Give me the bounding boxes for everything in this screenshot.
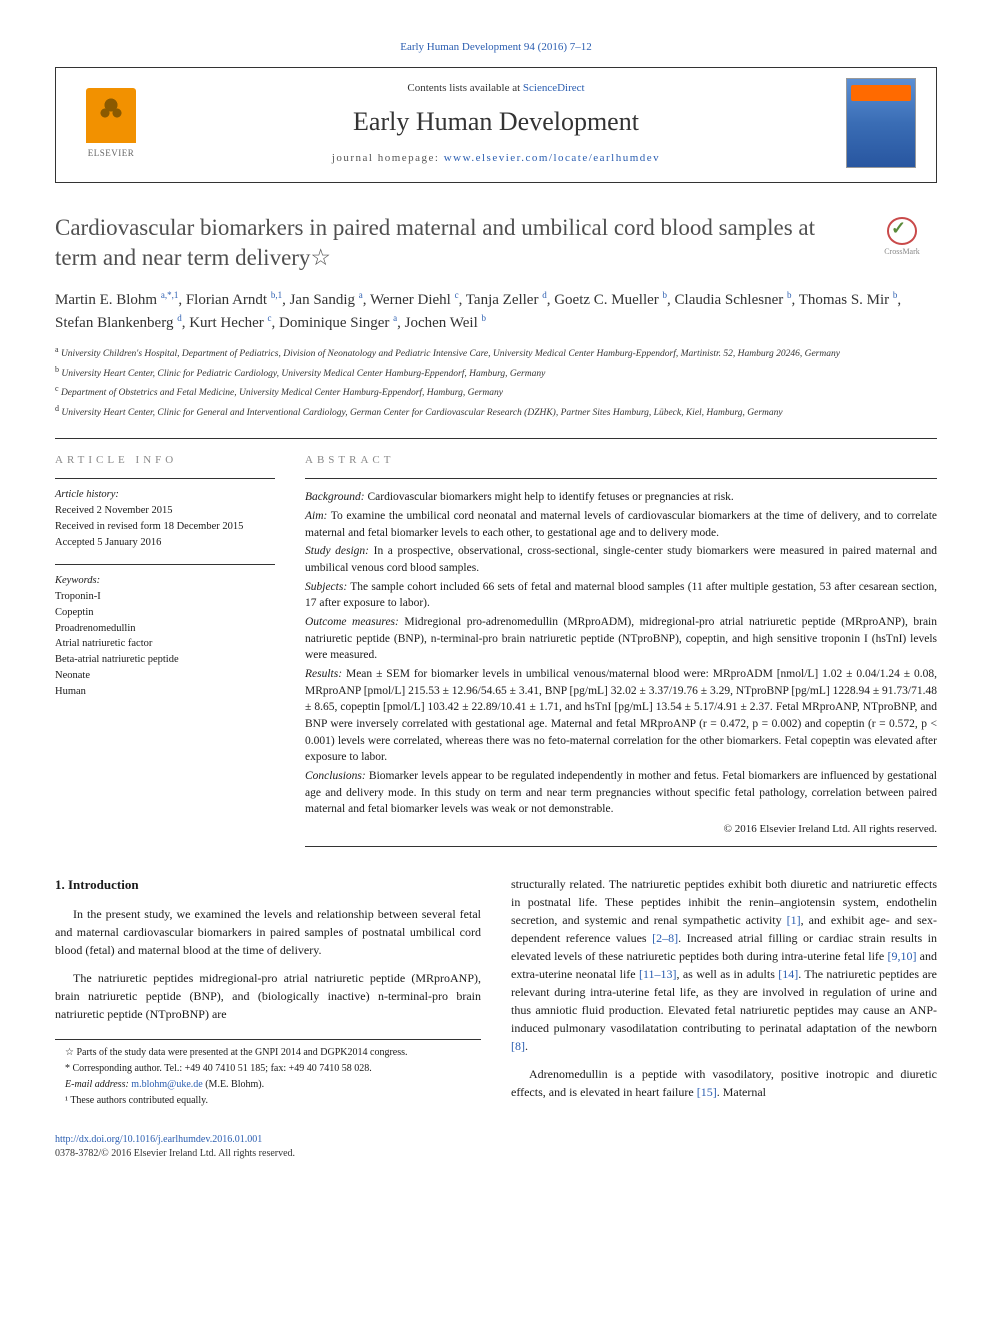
body-right-column: structurally related. The natriuretic pe…	[511, 875, 937, 1111]
keyword-item: Copeptin	[55, 605, 275, 621]
keyword-item: Neonate	[55, 668, 275, 684]
ref-14[interactable]: [14]	[778, 967, 798, 981]
ref-8[interactable]: [8]	[511, 1039, 525, 1053]
keyword-item: Beta-atrial natriuretic peptide	[55, 652, 275, 668]
citation-header: Early Human Development 94 (2016) 7–12	[55, 40, 937, 55]
history-accepted: Accepted 5 January 2016	[55, 535, 275, 551]
journal-cover-thumbnail	[846, 78, 916, 168]
author-list: Martin E. Blohm a,*,1, Florian Arndt b,1…	[55, 289, 937, 334]
elsevier-tree-icon	[86, 88, 136, 143]
affiliation-c: c Department of Obstetrics and Fetal Med…	[55, 383, 937, 400]
journal-header: ELSEVIER Contents lists available at Sci…	[55, 67, 937, 183]
abs-aim: To examine the umbilical cord neonatal a…	[305, 510, 937, 539]
divider-top	[55, 438, 937, 439]
abstract-body: Background: Cardiovascular biomarkers mi…	[305, 478, 937, 847]
keyword-item: Troponin-I	[55, 589, 275, 605]
ref-9-10[interactable]: [9,10]	[887, 949, 916, 963]
crossmark-badge[interactable]: CrossMark	[867, 217, 937, 257]
keyword-item: Proadrenomedullin	[55, 621, 275, 637]
abstract-copyright: © 2016 Elsevier Ireland Ltd. All rights …	[305, 822, 937, 838]
email-label: E-mail address:	[65, 1079, 131, 1090]
article-info-column: ARTICLE INFO Article history: Received 2…	[55, 453, 275, 847]
abstract-heading: ABSTRACT	[305, 453, 937, 468]
abs-outcome-label: Outcome measures:	[305, 616, 399, 628]
sciencedirect-link[interactable]: ScienceDirect	[523, 82, 585, 94]
abs-conclusions-label: Conclusions:	[305, 770, 366, 782]
footnote-star: ☆ Parts of the study data were presented…	[55, 1046, 481, 1060]
footnote-equal: ¹ These authors contributed equally.	[55, 1094, 481, 1108]
homepage-link[interactable]: www.elsevier.com/locate/earlhumdev	[444, 152, 660, 164]
article-title: Cardiovascular biomarkers in paired mate…	[55, 213, 937, 273]
affiliation-d: d University Heart Center, Clinic for Ge…	[55, 403, 937, 420]
ref-15[interactable]: [15]	[697, 1085, 717, 1099]
crossmark-icon	[887, 217, 917, 245]
history-received: Received 2 November 2015	[55, 503, 275, 519]
citation-link[interactable]: Early Human Development 94 (2016) 7–12	[400, 41, 592, 53]
footnotes-block: ☆ Parts of the study data were presented…	[55, 1039, 481, 1108]
abs-background-label: Background:	[305, 491, 365, 503]
contents-available-line: Contents lists available at ScienceDirec…	[166, 81, 826, 96]
abs-design: In a prospective, observational, cross-s…	[305, 545, 937, 574]
history-revised: Received in revised form 18 December 201…	[55, 519, 275, 535]
ref-11-13[interactable]: [11–13]	[639, 967, 677, 981]
doi-link[interactable]: http://dx.doi.org/10.1016/j.earlhumdev.2…	[55, 1134, 262, 1145]
keywords-label: Keywords:	[55, 573, 275, 589]
abs-outcome: Midregional pro-adrenomedullin (MRproADM…	[305, 616, 937, 661]
affiliation-b: b University Heart Center, Clinic for Pe…	[55, 364, 937, 381]
abs-subjects: The sample cohort included 66 sets of fe…	[305, 581, 937, 610]
affiliations: a University Children's Hospital, Depart…	[55, 344, 937, 420]
crossmark-label: CrossMark	[884, 247, 920, 257]
abs-results-label: Results:	[305, 668, 342, 680]
abstract-column: ABSTRACT Background: Cardiovascular biom…	[305, 453, 937, 847]
keyword-item: Atrial natriuretic factor	[55, 636, 275, 652]
footnote-corresponding: * Corresponding author. Tel.: +49 40 741…	[55, 1062, 481, 1076]
article-info-heading: ARTICLE INFO	[55, 453, 275, 468]
journal-title: Early Human Development	[166, 104, 826, 140]
issn-copyright: 0378-3782/© 2016 Elsevier Ireland Ltd. A…	[55, 1148, 295, 1159]
page-footer: http://dx.doi.org/10.1016/j.earlhumdev.2…	[55, 1133, 937, 1161]
body-two-column: 1. Introduction In the present study, we…	[55, 875, 937, 1111]
abs-results: Mean ± SEM for biomarker levels in umbil…	[305, 668, 937, 763]
elsevier-logo: ELSEVIER	[76, 83, 146, 163]
abs-subjects-label: Subjects:	[305, 581, 347, 593]
affiliation-a: a University Children's Hospital, Depart…	[55, 344, 937, 361]
journal-homepage-line: journal homepage: www.elsevier.com/locat…	[166, 151, 826, 166]
email-link[interactable]: m.blohm@uke.de	[131, 1079, 202, 1090]
intro-p4: Adrenomedullin is a peptide with vasodil…	[511, 1065, 937, 1101]
keyword-item: Human	[55, 684, 275, 700]
ref-1[interactable]: [1]	[787, 913, 801, 927]
intro-p1: In the present study, we examined the le…	[55, 905, 481, 959]
title-text: Cardiovascular biomarkers in paired mate…	[55, 215, 815, 270]
body-left-column: 1. Introduction In the present study, we…	[55, 875, 481, 1111]
footnote-email: E-mail address: m.blohm@uke.de (M.E. Blo…	[55, 1078, 481, 1092]
contents-prefix: Contents lists available at	[407, 82, 522, 94]
email-who: (M.E. Blohm).	[203, 1079, 264, 1090]
article-history-block: Article history: Received 2 November 201…	[55, 478, 275, 550]
abs-conclusions: Biomarker levels appear to be regulated …	[305, 770, 937, 815]
ref-2-8[interactable]: [2–8]	[652, 931, 678, 945]
abs-aim-label: Aim:	[305, 510, 327, 522]
keywords-block: Keywords: Troponin-ICopeptinProadrenomed…	[55, 564, 275, 699]
abs-design-label: Study design:	[305, 545, 369, 557]
elsevier-label: ELSEVIER	[88, 147, 135, 160]
abs-background: Cardiovascular biomarkers might help to …	[365, 491, 734, 503]
homepage-prefix: journal homepage:	[332, 152, 444, 164]
history-label: Article history:	[55, 487, 275, 503]
intro-p2: The natriuretic peptides midregional-pro…	[55, 969, 481, 1023]
intro-p3: structurally related. The natriuretic pe…	[511, 875, 937, 1055]
intro-heading: 1. Introduction	[55, 875, 481, 895]
